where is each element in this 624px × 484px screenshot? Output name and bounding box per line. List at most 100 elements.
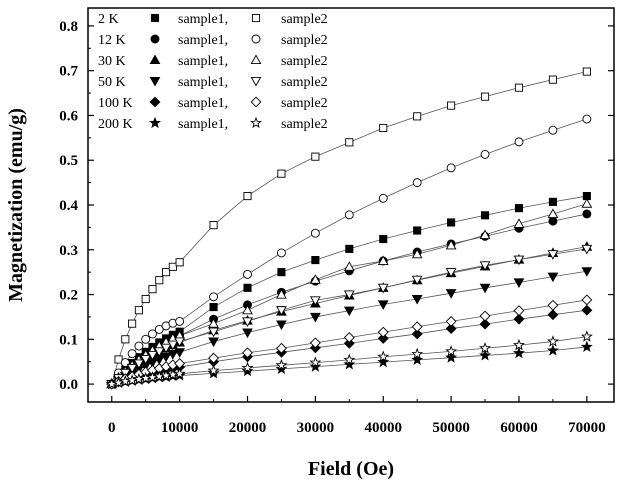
point-triangle-down-open xyxy=(160,343,172,354)
point-square-open xyxy=(311,152,320,161)
point-diamond-filled xyxy=(445,323,457,335)
point-triangle-down-filled xyxy=(174,348,185,358)
point-diamond-filled xyxy=(479,318,491,330)
point-square-open xyxy=(548,75,557,84)
point-star-open xyxy=(207,364,220,376)
point-square-open xyxy=(447,101,456,110)
point-triangle-down-filled xyxy=(445,289,457,299)
legend-label-sample1: sample1, xyxy=(178,96,228,111)
x-axis-title: Field (Oe) xyxy=(308,458,394,480)
legend-marker-sample1 xyxy=(149,116,161,129)
point-square-filled xyxy=(209,303,218,312)
point-triangle-down-open xyxy=(445,268,457,278)
legend-marker-sample2 xyxy=(250,54,262,65)
legend-label-sample2: sample2 xyxy=(281,75,328,90)
y-tick-label: 0.4 xyxy=(59,198,78,214)
point-star-filled xyxy=(411,353,424,366)
point-triangle-up-open xyxy=(445,239,457,250)
legend-label-sample2: sample2 xyxy=(281,54,328,69)
point-star-open xyxy=(445,345,458,357)
legend-marker-sample2 xyxy=(250,76,262,87)
legend-temperature: 12 K xyxy=(98,33,126,48)
legend-temperature: 50 K xyxy=(98,75,126,90)
point-diamond-open xyxy=(547,299,559,311)
point-triangle-down-open xyxy=(479,261,491,271)
legend-label-sample1: sample1, xyxy=(178,54,228,69)
point-circle-open xyxy=(127,349,137,359)
point-diamond-filled xyxy=(343,337,355,349)
legend-marker-sample2 xyxy=(250,96,262,108)
point-square-filled xyxy=(548,197,557,206)
point-star-open xyxy=(580,330,593,342)
x-tick-label: 40000 xyxy=(364,420,402,436)
point-circle-open xyxy=(175,316,185,326)
point-star-open xyxy=(411,347,424,360)
x-tick-label: 20000 xyxy=(229,420,267,436)
point-square-open xyxy=(141,294,150,304)
point-square-filled xyxy=(379,234,388,244)
point-triangle-down-open xyxy=(126,363,138,374)
point-circle-open xyxy=(344,210,354,220)
point-triangle-down-filled xyxy=(479,283,491,294)
point-triangle-down-filled xyxy=(377,300,389,310)
legend-label-sample1: sample1, xyxy=(178,75,228,90)
point-circle-open xyxy=(378,193,388,203)
point-circle-open xyxy=(154,325,164,334)
point-square-filled xyxy=(514,204,524,213)
legend-marker-sample2 xyxy=(251,34,261,44)
point-star-open xyxy=(546,335,559,347)
point-triangle-down-open xyxy=(276,306,287,316)
point-triangle-down-open xyxy=(513,255,525,266)
point-square-filled xyxy=(480,211,490,220)
point-triangle-down-open xyxy=(581,244,593,255)
point-triangle-down-filled xyxy=(276,320,287,331)
point-star-open xyxy=(343,353,356,366)
point-circle-open xyxy=(134,341,144,351)
x-tick-label: 0 xyxy=(108,420,116,436)
legend-temperature: 30 K xyxy=(98,54,126,69)
y-tick-label: 0.3 xyxy=(59,243,78,259)
axis-ticks: 0 10000 20000 30000 40000 50000 60000 70000 0.0 0… xyxy=(59,19,614,436)
point-star-filled xyxy=(309,360,322,372)
point-star-open xyxy=(479,341,492,354)
point-circle-open xyxy=(446,163,456,173)
point-triangle-up-open xyxy=(547,208,559,219)
point-diamond-open xyxy=(377,326,389,338)
point-square-open xyxy=(121,335,130,344)
point-triangle-down-filled xyxy=(208,337,219,348)
point-star-open xyxy=(275,359,288,371)
legend-marker-sample1 xyxy=(150,13,160,23)
legend-temperature: 100 K xyxy=(98,96,133,111)
point-triangle-down-open xyxy=(140,354,152,365)
point-triangle-down-open xyxy=(153,347,165,357)
point-circle-open xyxy=(548,125,558,135)
point-triangle-up-open xyxy=(513,218,525,228)
point-square-open xyxy=(379,123,388,133)
point-triangle-down-open xyxy=(174,337,185,348)
point-square-open xyxy=(582,67,591,76)
x-tick-label: 50000 xyxy=(432,420,470,436)
point-diamond-filled xyxy=(513,313,525,325)
point-star-open xyxy=(513,338,525,351)
point-diamond-open xyxy=(411,321,423,333)
point-diamond-open xyxy=(479,310,491,322)
point-square-open xyxy=(243,191,252,201)
point-circle-open xyxy=(276,248,286,258)
point-circle-open xyxy=(148,329,157,339)
y-axis-title: Magnetization (emu/g) xyxy=(5,108,27,302)
y-tick-label: 0.8 xyxy=(59,19,78,35)
point-triangle-up-open xyxy=(479,229,491,240)
y-tick-label: 0.0 xyxy=(59,377,78,393)
point-diamond-filled xyxy=(547,309,559,321)
point-star-filled xyxy=(513,346,525,359)
point-square-filled xyxy=(243,283,252,292)
point-triangle-down-filled xyxy=(242,328,253,339)
point-triangle-up-open xyxy=(581,198,593,208)
y-tick-label: 0.1 xyxy=(59,332,78,348)
point-star-filled xyxy=(275,362,288,374)
point-square-open xyxy=(413,112,422,121)
point-triangle-up-open xyxy=(377,255,389,266)
point-triangle-down-filled xyxy=(167,350,179,360)
point-triangle-up-open xyxy=(343,261,355,271)
point-star-open xyxy=(377,350,390,362)
